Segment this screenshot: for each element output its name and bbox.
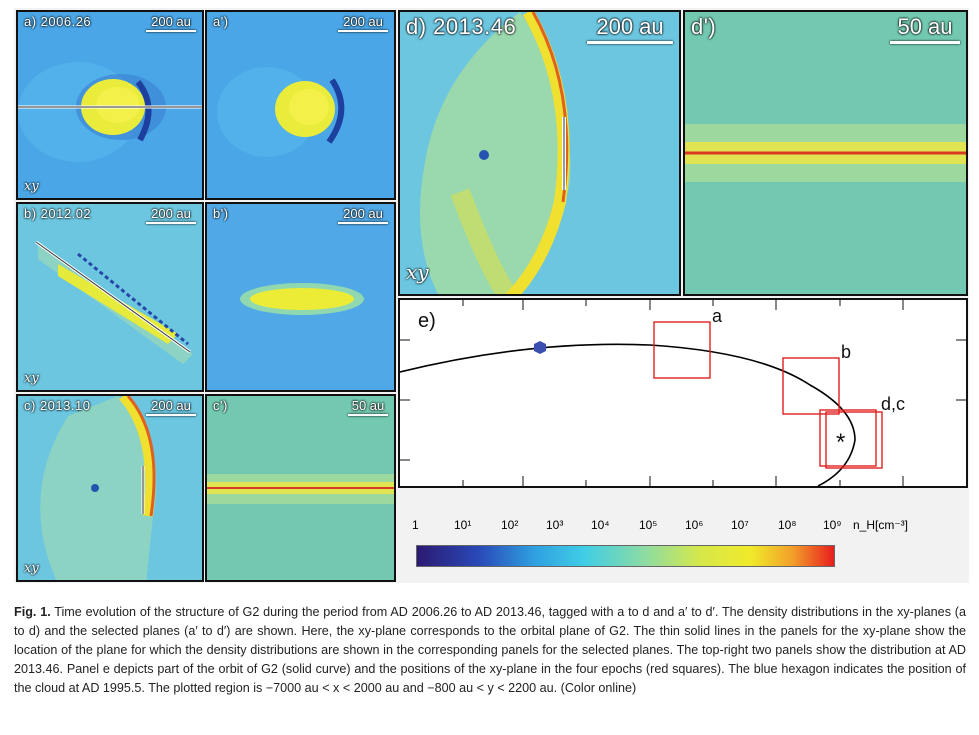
- panel-d-prime: d') 50 au: [683, 10, 968, 296]
- panel-b-label: b) 2012.02: [24, 206, 92, 221]
- panel-c: c) 2013.10 200 au xy: [16, 394, 204, 582]
- panel-e-orbit: a b d,c * e): [398, 298, 968, 488]
- panel-e-label: e): [418, 310, 436, 332]
- panel-a-prime-label: a'): [213, 14, 229, 29]
- colorbar: [416, 545, 835, 567]
- panel-b-scale: 200 au: [146, 206, 196, 224]
- panel-d-plane-label: xy: [406, 260, 429, 284]
- orbit-plot: a b d,c * e): [400, 300, 966, 486]
- panel-d: d) 2013.46 200 au xy: [398, 10, 681, 296]
- panel-b-image: [18, 204, 202, 390]
- cb-tick-8: 10⁸: [778, 518, 797, 532]
- panel-c-scale: 200 au: [146, 398, 196, 416]
- marker-label-a: a: [712, 306, 723, 326]
- panel-d-prime-label: d'): [691, 14, 717, 39]
- cb-tick-0: 1: [412, 518, 419, 532]
- panel-b-prime-scale: 200 au: [338, 206, 388, 224]
- panel-b-prime: b') 200 au: [205, 202, 396, 392]
- figure-caption: Fig. 1. Time evolution of the structure …: [14, 603, 966, 698]
- cb-tick-2: 10²: [501, 518, 519, 532]
- panel-a-label: a) 2006.26: [24, 14, 92, 29]
- cb-tick-5: 10⁵: [639, 518, 658, 532]
- colorbar-tick-labels: 1 10¹ 10² 10³ 10⁴ 10⁵ 10⁶ 10⁷ 10⁸ 10⁹ n_…: [0, 518, 979, 542]
- panel-a-plane-label: xy: [24, 179, 39, 194]
- cb-tick-7: 10⁷: [731, 518, 749, 532]
- square-d: [819, 409, 877, 467]
- panel-b-plane-label: xy: [24, 371, 39, 386]
- panel-c-prime-label: c'): [213, 398, 228, 413]
- panel-c-prime: c') 50 au: [205, 394, 396, 582]
- panel-b: b) 2012.02 200 au xy: [16, 202, 204, 392]
- cb-tick-4: 10⁴: [591, 518, 610, 532]
- panel-a-scale: 200 au: [146, 14, 196, 32]
- panel-d-prime-scale: 50 au: [890, 14, 960, 44]
- panel-a-prime-scale: 200 au: [338, 14, 388, 32]
- panel-a-prime-image: [207, 12, 394, 198]
- panel-c-prime-scale: 50 au: [348, 398, 388, 416]
- cb-tick-6: 10⁶: [685, 518, 704, 532]
- panel-c-image: [18, 396, 202, 580]
- caption-text: Time evolution of the structure of G2 du…: [14, 605, 966, 695]
- cb-tick-3: 10³: [546, 518, 564, 532]
- panel-a: a) 2006.26 200 au xy: [16, 10, 204, 200]
- cb-tick-9: 10⁹: [823, 518, 842, 532]
- panel-a-prime: a') 200 au: [205, 10, 396, 200]
- panel-b-prime-label: b'): [213, 206, 229, 221]
- marker-label-b: b: [841, 342, 851, 362]
- square-a: [653, 321, 711, 379]
- panel-c-label: c) 2013.10: [24, 398, 91, 413]
- panel-d-prime-image: [685, 12, 966, 294]
- square-b: [782, 357, 840, 415]
- panel-d-image: [400, 12, 679, 294]
- panel-d-label: d) 2013.46: [406, 14, 517, 39]
- star-marker: *: [836, 429, 845, 456]
- orbit-curve: [400, 343, 856, 486]
- panel-a-image: [18, 12, 202, 198]
- panel-d-scale: 200 au: [587, 14, 673, 44]
- panel-c-plane-label: xy: [24, 561, 39, 576]
- cb-tick-1: 10¹: [454, 518, 472, 532]
- marker-label-dc: d,c: [881, 394, 905, 414]
- panel-b-prime-image: [207, 204, 394, 390]
- panel-c-prime-image: [207, 396, 394, 580]
- hexagon-marker: [534, 341, 546, 354]
- cb-unit: n_H[cm⁻³]: [853, 518, 909, 532]
- square-c: [825, 411, 883, 469]
- caption-fig-label: Fig. 1.: [14, 605, 51, 619]
